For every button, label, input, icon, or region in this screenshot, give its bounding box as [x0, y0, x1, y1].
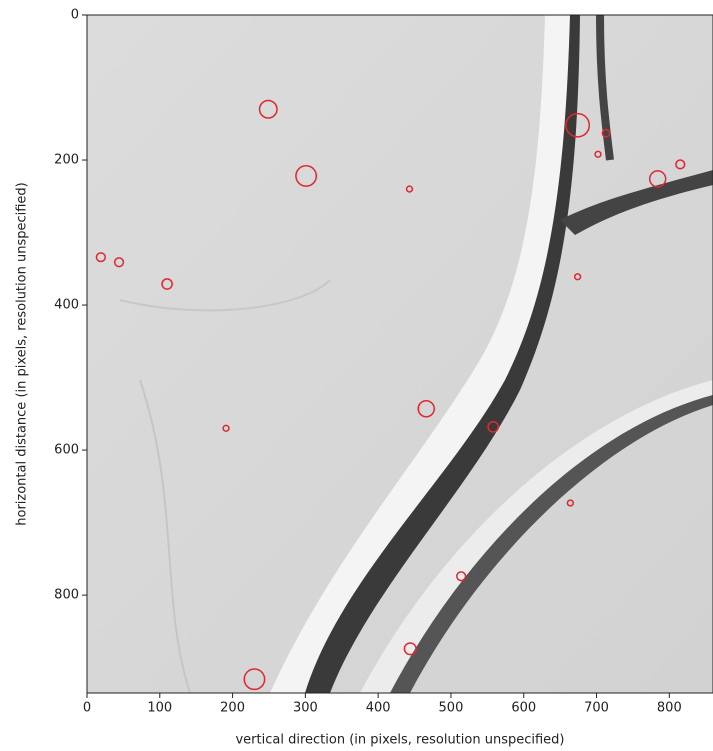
crater-marker	[566, 499, 574, 507]
x-tick-label: 600	[511, 701, 536, 716]
crater-marker	[295, 165, 318, 187]
crater-marker	[565, 112, 591, 138]
crater-marker	[113, 257, 125, 268]
hillshade	[87, 15, 713, 693]
crater-marker	[258, 99, 278, 119]
crater-marker	[405, 185, 414, 193]
plot-frame	[86, 14, 713, 694]
crater-marker	[573, 273, 582, 281]
crater-marker	[222, 424, 230, 432]
crater-marker	[403, 642, 417, 656]
y-tick-label: 600	[54, 443, 79, 458]
x-axis-label: vertical direction (in pixels, resolutio…	[235, 733, 564, 748]
x-tick-label: 200	[220, 701, 245, 716]
y-tick-label: 200	[54, 153, 79, 168]
y-axis-label: horizontal distance (in pixels, resoluti…	[15, 182, 30, 526]
crater-marker	[675, 159, 686, 170]
crater-marker	[594, 150, 602, 158]
crater-marker	[161, 278, 173, 290]
crater-marker	[487, 421, 500, 433]
crater-marker	[648, 170, 667, 188]
y-tick-label: 800	[54, 588, 79, 603]
crater-marker	[95, 252, 106, 263]
y-tick-label: 400	[54, 298, 79, 313]
x-tick-label: 800	[657, 701, 682, 716]
crater-marker	[456, 571, 467, 582]
x-tick-label: 300	[293, 701, 318, 716]
x-tick-label: 700	[584, 701, 609, 716]
crater-marker	[243, 668, 266, 691]
x-tick-label: 400	[366, 701, 391, 716]
x-tick-label: 100	[147, 701, 172, 716]
y-tick-label: 0	[71, 8, 79, 23]
x-tick-label: 0	[83, 701, 91, 716]
crater-marker	[417, 399, 435, 418]
x-tick-label: 500	[439, 701, 464, 716]
crater-marker	[601, 128, 611, 138]
